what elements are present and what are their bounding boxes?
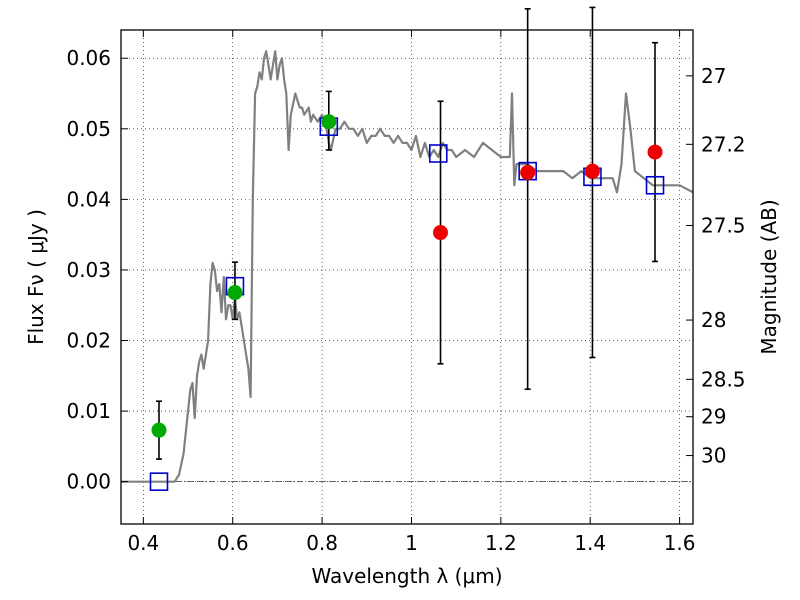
spectrum-layer (121, 50, 694, 483)
filled-circle-point (321, 114, 337, 130)
filled-circle-point (647, 144, 663, 160)
x-tick-label: 1.2 (485, 531, 517, 555)
y-axis-label: Flux Fν ( μJy ) (24, 209, 48, 345)
y-tick-label: 0.03 (66, 258, 111, 282)
y2-tick-label: 27 (701, 64, 726, 88)
model-spectrum-line (121, 50, 694, 483)
x-tick-label: 0.8 (306, 531, 338, 555)
ticks: 0.4 0.6 0.8 1 1.2 1.4 1.6 0.00 0.01 0.02 0.03 0.04 0… (66, 30, 746, 555)
x-tick-label: 1.4 (574, 531, 606, 555)
filled-circle-point (151, 422, 167, 438)
x-axis-label: Wavelength λ (μm) (311, 564, 502, 588)
errorbar-layer (155, 6, 659, 460)
y-tick-label: 0.00 (66, 470, 111, 494)
y2-tick-label: 30 (701, 444, 726, 468)
y2-axis-label: Magnitude (AB) (757, 199, 781, 354)
x-tick-label: 0.6 (217, 531, 249, 555)
x-tick-label: 1.6 (664, 531, 696, 555)
y2-tick-label: 27.2 (701, 132, 746, 156)
y-tick-label: 0.06 (66, 46, 111, 70)
y-tick-label: 0.05 (66, 117, 111, 141)
marker-layer (149, 114, 665, 491)
open-square-point (645, 175, 665, 195)
plot-frame (120, 29, 694, 525)
filled-circle-point (520, 165, 536, 181)
open-square-point (428, 144, 448, 163)
y2-tick-label: 29 (701, 405, 726, 429)
grid (121, 30, 693, 524)
x-tick-label: 0.4 (127, 531, 159, 555)
y-tick-label: 0.04 (66, 187, 111, 211)
y-tick-label: 0.02 (66, 329, 111, 353)
filled-circle-point (433, 225, 449, 241)
x-tick-label: 1 (405, 531, 418, 555)
open-square-point (149, 472, 169, 491)
y2-tick-label: 28 (701, 308, 726, 332)
y-tick-label: 0.01 (66, 399, 111, 423)
filled-circle-point (227, 285, 243, 301)
y2-tick-label: 27.5 (701, 213, 746, 237)
filled-circle-point (584, 163, 600, 179)
y2-tick-label: 28.5 (701, 367, 746, 391)
